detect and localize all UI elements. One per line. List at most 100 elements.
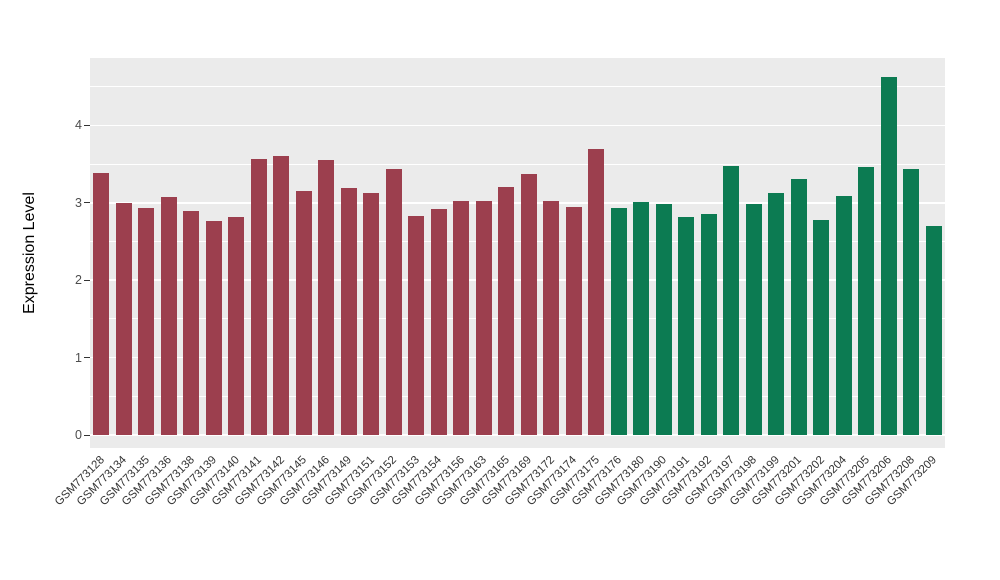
bar-cell [450, 58, 473, 435]
bar [700, 214, 717, 435]
bar-cell [900, 58, 923, 435]
minor-gridline [90, 318, 945, 320]
y-tick-mark [84, 202, 90, 204]
major-gridline [90, 202, 945, 204]
y-axis-title: Expression Level [21, 192, 38, 314]
bar [880, 77, 897, 435]
bar-cell [765, 58, 788, 435]
bar-cell [248, 58, 271, 435]
bar-cell [810, 58, 833, 435]
major-gridline [90, 124, 945, 127]
bar [655, 203, 672, 435]
bar-cell [113, 58, 136, 435]
bar [745, 204, 762, 435]
bar-cell [540, 58, 563, 435]
bar-cell [428, 58, 451, 435]
bar [205, 220, 222, 435]
major-gridline [90, 356, 945, 359]
bar [295, 191, 312, 435]
bar [250, 159, 267, 435]
y-tick-label: 2 [75, 273, 82, 288]
bar-cell [360, 58, 383, 435]
bar-cell [698, 58, 721, 435]
bar-cell [878, 58, 901, 435]
bar [588, 149, 605, 435]
bar [678, 217, 695, 435]
bar-cell [630, 58, 653, 435]
bar [520, 174, 537, 435]
bar [498, 186, 515, 435]
bar [835, 195, 852, 435]
bar [385, 168, 402, 435]
y-tick-label: 0 [75, 428, 82, 442]
bar-cell [383, 58, 406, 435]
bar [273, 155, 290, 435]
bar-cell [315, 58, 338, 435]
bar-cell [225, 58, 248, 435]
bar [610, 208, 627, 435]
minor-gridline [90, 163, 945, 165]
bar [93, 173, 110, 435]
bar-cell [473, 58, 496, 435]
bar [183, 210, 200, 435]
bar-cell [743, 58, 766, 435]
bar [543, 201, 560, 435]
bar [790, 178, 807, 435]
bar [363, 193, 380, 435]
bar-cell [518, 58, 541, 435]
bar-cell [608, 58, 631, 435]
y-tick-label: 3 [75, 195, 82, 210]
y-tick-mark [84, 357, 90, 359]
bar [633, 202, 650, 435]
bar [768, 193, 785, 435]
minor-gridline [90, 395, 945, 397]
y-tick-label: 4 [75, 118, 82, 133]
bar [408, 215, 425, 435]
bar [228, 216, 245, 435]
bar-cell [585, 58, 608, 435]
bars-row [90, 58, 945, 435]
y-tick-mark [84, 279, 90, 281]
major-gridline [90, 434, 945, 436]
minor-gridline [90, 241, 945, 242]
bar-cell [180, 58, 203, 435]
major-gridline [90, 279, 945, 281]
bar [340, 188, 357, 435]
bar-cell [675, 58, 698, 435]
bar-cell [788, 58, 811, 435]
bar-cell [855, 58, 878, 435]
bar-cell [923, 58, 946, 435]
bar [453, 201, 470, 435]
bar-cell [293, 58, 316, 435]
bar [475, 201, 492, 435]
bar [813, 219, 830, 435]
y-tick-label: 1 [75, 350, 82, 365]
minor-gridline [90, 86, 945, 88]
bar [565, 206, 582, 435]
bar [115, 202, 132, 435]
y-tick-mark [84, 124, 90, 126]
y-tick-mark [84, 434, 90, 436]
bar [318, 160, 335, 435]
bar-cell [563, 58, 586, 435]
bar-cell [135, 58, 158, 435]
bar-cell [270, 58, 293, 435]
bar-cell [653, 58, 676, 435]
bar [723, 166, 740, 435]
bar-cell [720, 58, 743, 435]
plot-panel [90, 58, 945, 448]
bar [903, 169, 920, 435]
bar [430, 208, 447, 435]
bar [138, 208, 155, 435]
bar [925, 226, 942, 435]
bar-cell [495, 58, 518, 435]
bar [858, 167, 875, 435]
bar-cell [338, 58, 361, 435]
bar-cell [833, 58, 856, 435]
bar-cell [203, 58, 226, 435]
bar-cell [90, 58, 113, 435]
bar-cell [158, 58, 181, 435]
bar [160, 197, 177, 435]
bar-cell [405, 58, 428, 435]
